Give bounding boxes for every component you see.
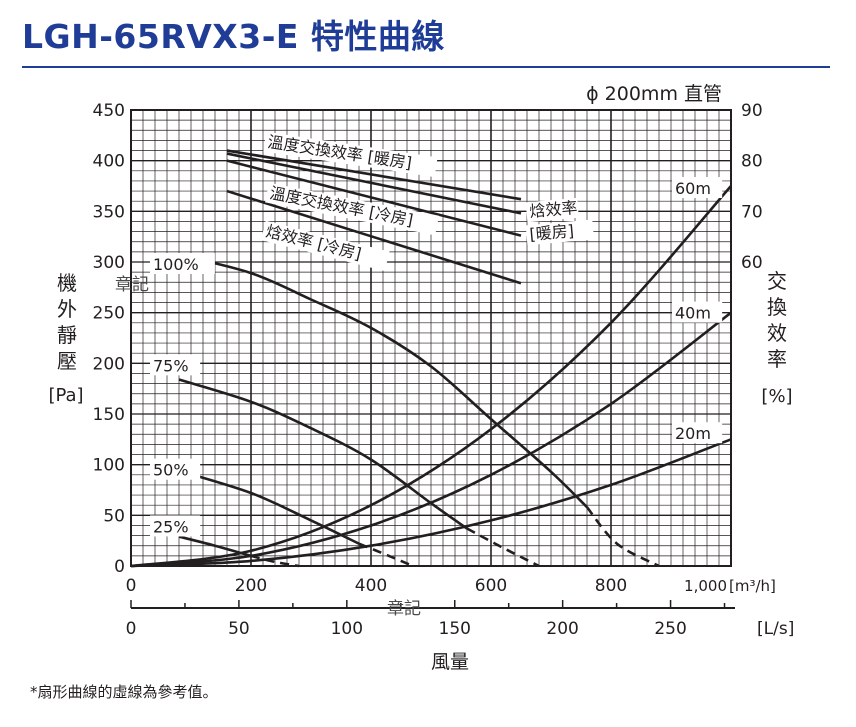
- y2-tick-label: 90: [741, 101, 763, 121]
- y2-axis-title-char: 率: [767, 347, 787, 371]
- label-enth-cool-bg: [260, 220, 390, 271]
- watermark-text: 章記: [387, 599, 421, 619]
- efficiency-curve-0: [226, 149, 522, 201]
- duct-label-40m-bg: [672, 301, 723, 323]
- x-tick-label: 1,000: [684, 577, 727, 595]
- fan-curve-75%: [178, 378, 468, 530]
- duct-label-20m-group: 20m: [672, 422, 723, 444]
- fan-curve-dashed-50%: [358, 542, 414, 568]
- y-tick-label: 250: [93, 304, 125, 324]
- x-tick-label: 600: [475, 576, 507, 596]
- fan-curve-50%: [178, 469, 360, 545]
- y-tick-label: 0: [114, 557, 125, 577]
- y-axis-title-char: 外: [57, 297, 77, 321]
- x2-tick-label: 0: [126, 619, 137, 639]
- y-axis-title-char: 機: [57, 271, 77, 295]
- fan-curve-dashed-100%: [585, 506, 660, 568]
- fan-curve-dashed-25%: [250, 554, 300, 568]
- y-tick-label: 350: [93, 202, 125, 222]
- x2-tick-label: 250: [654, 619, 686, 639]
- label-enth-cool: 焓效率 [冷房]: [264, 221, 363, 263]
- label-enth-heat-2: [暖房]: [529, 221, 575, 244]
- fan-label-50pct-bg: [150, 458, 201, 480]
- efficiency-curve-3: [226, 189, 522, 285]
- y2-axis-unit: [%]: [761, 386, 792, 407]
- y2-tick-label: 70: [741, 202, 763, 222]
- y-tick-label: 450: [93, 101, 125, 121]
- y2-tick-label: 80: [741, 152, 763, 172]
- chart-curves: [130, 149, 732, 568]
- efficiency-curve-2: [226, 159, 522, 237]
- duct-curve-20m: [130, 438, 732, 568]
- x-axis-title: 風量: [431, 651, 469, 673]
- y-tick-label: 400: [93, 152, 125, 172]
- duct-label-40m: 40m: [675, 304, 711, 323]
- duct-label-20m: 20m: [675, 424, 711, 443]
- y-tick-label: 200: [93, 354, 125, 374]
- label-temp-heat-bg: [263, 131, 438, 178]
- duct-label-40m-group: 40m: [672, 301, 723, 323]
- duct-label: ϕ 200mm 直管: [586, 83, 722, 105]
- x-tick-label: 0: [126, 576, 137, 596]
- y-tick-label: 100: [93, 456, 125, 476]
- x2-tick-label: 100: [331, 619, 363, 639]
- y2-axis-title-char: 交: [767, 269, 787, 293]
- watermark-text: 章記: [115, 275, 149, 295]
- label-enth-heat-1: 焓效率: [529, 198, 578, 221]
- y2-tick-label: 60: [741, 253, 763, 273]
- title-divider: [22, 66, 830, 68]
- label-enth-heat-2-group: [暖房]: [525, 219, 594, 246]
- y-axis-unit: [Pa]: [48, 385, 83, 406]
- x-tick-label: 400: [355, 576, 387, 596]
- duct-curve-40m: [130, 311, 732, 568]
- y-tick-label: 150: [93, 405, 125, 425]
- label-enth-heat-2-bg: [525, 219, 594, 246]
- plot-frame: [130, 109, 732, 567]
- fan-label-25pct: 25%: [153, 517, 189, 536]
- y-tick-label: 50: [103, 506, 125, 526]
- page-title: LGH-65RVX3-E 特性曲線: [22, 17, 445, 56]
- x2-tick-label: 200: [546, 619, 578, 639]
- fan-curve-25%: [178, 535, 252, 558]
- x2-tick-label: 150: [439, 619, 471, 639]
- efficiency-curve-1: [226, 152, 522, 215]
- fan-label-100pct-bg: [150, 253, 215, 274]
- label-enth-heat-1-group: 焓效率: [525, 197, 579, 223]
- duct-label-60m-bg: [672, 177, 723, 198]
- x-unit-label: [m³/h]: [729, 577, 776, 595]
- y2-axis-title-char: 換: [767, 295, 787, 319]
- x2-unit-label: [L/s]: [757, 619, 794, 639]
- y-axis-title-char: 靜: [57, 323, 77, 347]
- fan-label-75pct-bg: [150, 354, 201, 376]
- fan-label-50pct-group: 50%: [150, 458, 201, 480]
- y-tick-label: 300: [93, 253, 125, 273]
- x-tick-label: 800: [595, 576, 627, 596]
- fan-label-50pct: 50%: [153, 461, 189, 480]
- fan-curve-100%: [178, 253, 588, 509]
- x2-tick-label: 50: [228, 619, 250, 639]
- fan-label-75pct-group: 75%: [150, 354, 201, 376]
- fan-label-100pct: 100%: [153, 255, 199, 274]
- label-enth-heat-1-bg: [525, 197, 579, 223]
- fan-label-25pct-bg: [150, 515, 201, 537]
- duct-label-60m: 60m: [675, 179, 711, 198]
- y-axis-title-char: 壓: [57, 349, 77, 373]
- fan-label-100pct-group: 100%: [150, 253, 215, 274]
- chart-grid: [130, 109, 735, 609]
- chart-labels: 0 50 100 150 200 250 300 350 400 450 60 70 80 90 0 200 4…: [48, 83, 794, 673]
- fan-label-75pct: 75%: [153, 356, 189, 375]
- footnote: *扇形曲線的虛線為參考值。: [30, 683, 218, 701]
- label-temp-cool-bg: [265, 182, 439, 236]
- fan-label-25pct-group: 25%: [150, 515, 201, 537]
- duct-label-20m-bg: [672, 422, 723, 444]
- x-tick-label: 200: [235, 576, 267, 596]
- duct-label-60m-group: 60m: [672, 177, 723, 198]
- y2-axis-title-char: 效: [767, 321, 787, 345]
